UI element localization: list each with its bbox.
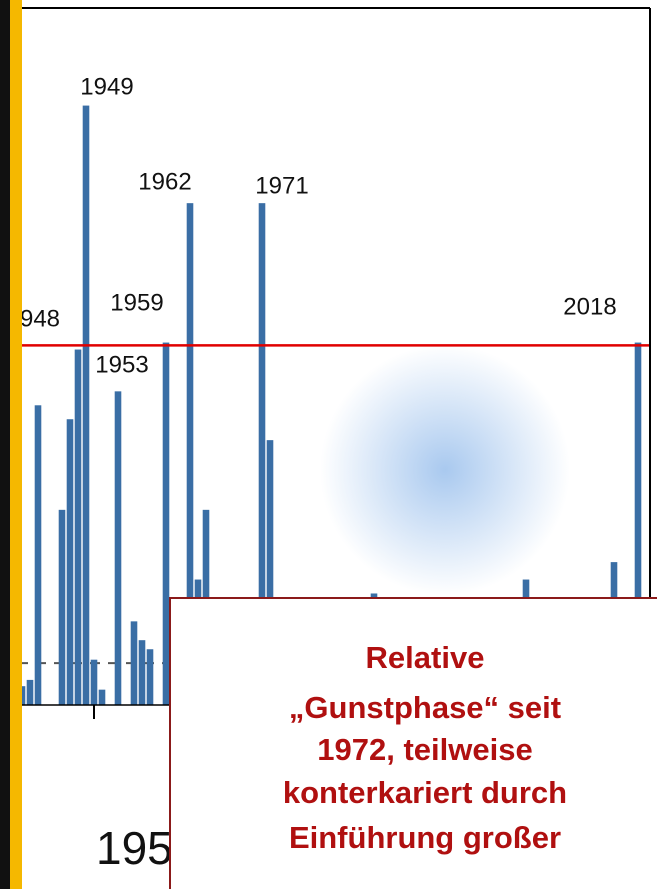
note-line: Einführung großer [289,820,561,855]
bar [266,440,274,705]
bar [34,405,42,705]
bar [98,689,106,705]
plot-area: 1949 1962 1971 948 1959 1953 2018 [18,73,650,705]
bar-label: 1953 [95,351,148,378]
bar [146,649,154,705]
note-box [169,597,657,889]
note-line: 1972, teilweise [317,732,532,767]
bar [74,349,82,705]
bar-label: 1971 [255,172,308,199]
bar [130,621,138,705]
bar [634,342,642,705]
bar [90,659,98,705]
note-line: konterkariert durch [283,775,567,810]
bar [66,419,74,705]
accent-bar [10,0,22,889]
note-line: Relative [366,640,485,675]
note-line: „Gunstphase“ seit [289,690,561,725]
bar-label: 1962 [138,168,191,195]
bar [58,509,66,705]
bar [138,640,146,705]
bar-label: 948 [20,305,60,332]
bar [26,679,34,705]
note: Relative „Gunstphase“ seit 1972, teilweise… [283,640,567,855]
bar-label: 2018 [563,293,616,320]
edge [0,0,10,889]
glow [320,345,570,595]
bar-label: 1959 [110,289,163,316]
bar [258,203,266,705]
bar [186,203,194,705]
bar-label: 1949 [80,73,133,100]
bar [82,105,90,705]
bar [114,391,122,705]
bar [162,342,170,705]
